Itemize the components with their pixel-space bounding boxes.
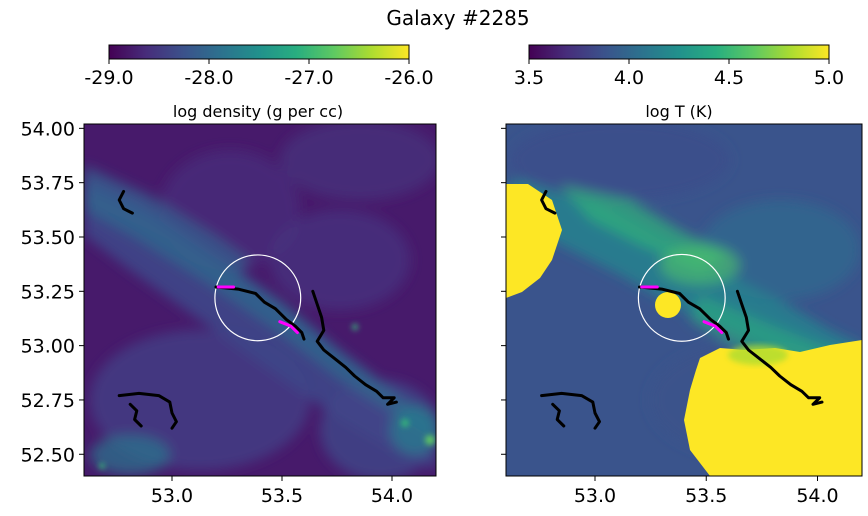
density-track-7	[128, 402, 143, 428]
density-y-tick-label: 54.00	[21, 118, 75, 140]
density-y-tick-label: 53.25	[21, 281, 75, 303]
temperature-x-tick-label: 53.5	[685, 485, 727, 507]
density-image	[84, 124, 436, 476]
density-track-4	[278, 320, 299, 335]
temperature-panel: 3.5 4.0 4.5 5.0 log T (K) 53.0 53.5 54.0	[501, 44, 863, 507]
density-x-tick-label: 53.0	[151, 485, 193, 507]
density-colorbar-tick-label: -26.0	[384, 67, 433, 89]
density-colorbar-gradient	[108, 44, 410, 60]
temperature-image	[506, 124, 862, 476]
density-x-tick-label: 53.5	[261, 485, 303, 507]
density-axes-frame	[83, 123, 437, 477]
temperature-x-tick-label: 54.0	[796, 485, 838, 507]
temperature-track-5	[735, 289, 824, 406]
temperature-x-tick-label: 53.0	[574, 485, 616, 507]
density-y-tick-label: 52.75	[21, 390, 75, 412]
density-y-tick-label: 52.50	[21, 444, 75, 466]
temperature-axes-title: log T (K)	[645, 102, 712, 121]
temperature-colorbar-gradient	[528, 44, 830, 60]
density-colorbar-tick-label: -29.0	[84, 67, 133, 89]
temperature-aperture-circle	[637, 253, 726, 342]
temperature-colorbar-tick-label: 4.5	[714, 67, 744, 89]
temperature-colorbar-tick-label: 4.0	[614, 67, 644, 89]
temperature-track-2	[638, 285, 730, 341]
density-aperture-circle	[214, 254, 302, 342]
temperature-track-1	[540, 189, 557, 215]
temperature-track-7	[551, 402, 566, 428]
density-colorbar: -29.0 -28.0 -27.0 -26.0	[84, 44, 434, 89]
temperature-track-6	[540, 391, 601, 430]
density-track-1	[117, 189, 134, 215]
temperature-track-4	[702, 320, 724, 335]
density-x-tick-label: 54.0	[371, 485, 413, 507]
temperature-axes-frame	[505, 123, 863, 477]
density-axes-title: log density (g per cc)	[173, 102, 343, 121]
figure-title: Galaxy #2285	[386, 6, 529, 30]
temperature-colorbar-tick-label: 3.5	[514, 67, 544, 89]
density-y-tick-label: 53.00	[21, 336, 75, 358]
density-colorbar-tick-label: -28.0	[184, 67, 233, 89]
density-track-2	[214, 285, 306, 341]
density-track-5	[311, 289, 398, 406]
density-y-tick-label: 53.50	[21, 227, 75, 249]
density-colorbar-tick-label: -27.0	[284, 67, 333, 89]
density-panel: -29.0 -28.0 -27.0 -26.0 log density (g per …	[21, 44, 437, 507]
temperature-colorbar-tick-label: 5.0	[814, 67, 844, 89]
density-y-tick-label: 53.75	[21, 173, 75, 195]
density-track-6	[117, 391, 178, 430]
temperature-colorbar: 3.5 4.0 4.5 5.0	[514, 44, 844, 89]
